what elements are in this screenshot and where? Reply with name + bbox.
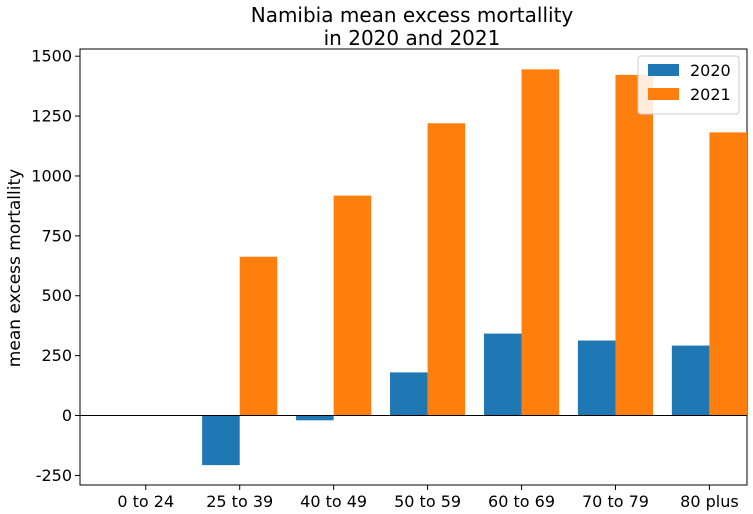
bar-2021	[709, 132, 747, 416]
legend-label-2021: 2021	[690, 85, 731, 104]
y-tick-label: -250	[36, 466, 72, 485]
legend: 2020 2021	[637, 55, 740, 115]
bar-2020	[483, 333, 522, 416]
bar-2021	[521, 69, 560, 416]
legend-swatch-2021	[648, 88, 679, 100]
legend-swatch-2020	[648, 64, 679, 76]
bar-2020	[296, 415, 334, 421]
chart-title-line-1: Namibia mean excess mortallity	[251, 3, 574, 27]
bar-2021	[239, 256, 278, 416]
x-tick-label: 50 to 59	[394, 492, 461, 511]
y-tick-label: 1000	[31, 166, 72, 185]
y-tick-label: 250	[41, 346, 72, 365]
y-axis-label: mean excess mortallity	[5, 169, 25, 367]
x-tick-label: 80 plus	[680, 492, 739, 511]
bar-2021	[333, 195, 372, 416]
bar-2021	[427, 123, 466, 416]
x-tick-label: 40 to 49	[300, 492, 367, 511]
y-tick-label: 1500	[31, 47, 72, 66]
y-tick-label: 750	[41, 226, 72, 245]
y-tick-label: 0	[62, 406, 72, 425]
chart-title-line-2: in 2020 and 2021	[324, 26, 501, 50]
x-tick-label: 0 to 24	[117, 492, 174, 511]
bar-2020	[202, 415, 240, 466]
y-tick-label: 500	[41, 286, 72, 305]
bar-2021	[615, 74, 654, 416]
x-tick-label: 25 to 39	[206, 492, 273, 511]
bar-2020	[577, 340, 616, 416]
bar-2020	[671, 345, 710, 416]
x-tick-label: 70 to 79	[582, 492, 649, 511]
y-tick-label: 1250	[31, 107, 72, 126]
x-tick-label: 60 to 69	[488, 492, 555, 511]
bar-2020	[390, 372, 428, 416]
plot-area: -250 0 250 500 750 1000 1250 1500 0 to 24 25 to 3…	[31, 47, 748, 511]
legend-label-2020: 2020	[690, 61, 731, 80]
